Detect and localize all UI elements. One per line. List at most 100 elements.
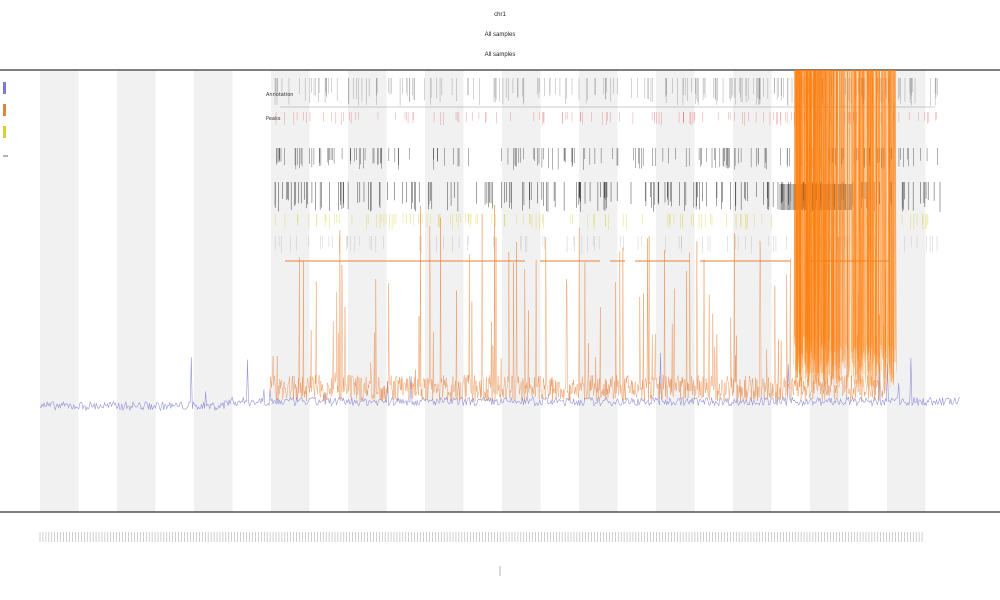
burst-stroke [873, 69, 875, 358]
series-bright-orange-burst [793, 69, 897, 389]
burst-stroke [823, 69, 826, 384]
burst-stroke [810, 69, 813, 386]
burst-stroke [823, 69, 827, 385]
burst-stroke [830, 69, 833, 348]
series-orange-line [269, 204, 887, 402]
burst-stroke [797, 69, 800, 367]
burst-stroke [827, 69, 830, 363]
burst-stroke [825, 69, 827, 350]
chart-title-line-2: All samples [485, 32, 516, 38]
burst-stroke [805, 69, 808, 336]
burst-stroke [865, 69, 868, 355]
burst-stroke [872, 69, 874, 386]
series-blue-path [39, 352, 961, 412]
burst-stroke [836, 69, 839, 388]
burst-stroke [803, 69, 805, 337]
burst-stroke [875, 69, 877, 353]
burst-stroke [820, 69, 823, 374]
burst-stroke [807, 69, 810, 338]
burst-stroke [849, 69, 852, 382]
burst-stroke [887, 69, 889, 345]
chart-title-line-3: All samples [485, 52, 516, 58]
burst-stroke [839, 69, 842, 363]
burst-stroke [826, 69, 828, 361]
burst-stroke [892, 69, 894, 379]
burst-stroke [795, 69, 798, 372]
burst-stroke [867, 69, 869, 352]
burst-stroke [885, 69, 888, 382]
burst-stroke [880, 69, 882, 371]
burst-stroke [841, 69, 844, 361]
burst-stroke [799, 69, 802, 352]
burst-stroke [801, 69, 803, 359]
burst-stroke [818, 69, 821, 336]
burst-stroke [871, 69, 873, 387]
burst-stroke [888, 69, 891, 362]
burst-stroke [864, 69, 867, 380]
burst-stroke [797, 69, 799, 377]
burst-stroke [822, 69, 824, 350]
burst-stroke [851, 69, 854, 382]
burst-stroke [859, 69, 862, 371]
burst-stroke [808, 69, 810, 338]
burst-stroke [836, 69, 839, 356]
burst-stroke [879, 69, 882, 350]
burst-stroke [893, 69, 895, 362]
burst-stroke [808, 69, 811, 363]
burst-stroke [868, 69, 871, 346]
burst-stroke [822, 69, 825, 360]
burst-stroke [839, 69, 842, 349]
burst-stroke [890, 69, 893, 375]
chart-title-line-1: chr1 [494, 12, 506, 18]
burst-stroke [796, 69, 798, 379]
legend-swatch [3, 126, 6, 138]
burst-stroke [797, 69, 800, 363]
burst-stroke [892, 69, 894, 379]
burst-stroke [818, 69, 820, 369]
burst-stroke [812, 69, 815, 350]
series-orange-path [269, 204, 887, 402]
burst-stroke [871, 69, 874, 366]
burst-stroke [826, 69, 828, 379]
burst-stroke [831, 69, 834, 381]
burst-stroke [806, 69, 809, 343]
burst-stroke [819, 69, 822, 341]
burst-stroke [866, 69, 869, 362]
burst-stroke [823, 69, 826, 380]
burst-stroke [817, 69, 819, 364]
burst-stroke [891, 69, 894, 352]
shaded-band [810, 70, 849, 512]
burst-stroke [833, 69, 835, 350]
burst-stroke [872, 69, 875, 388]
burst-stroke [875, 69, 878, 385]
burst-stroke [811, 69, 813, 348]
burst-stroke [807, 69, 810, 376]
burst-stroke [805, 69, 808, 347]
burst-stroke [806, 69, 809, 347]
burst-stroke [882, 69, 884, 348]
burst-stroke [806, 69, 808, 378]
burst-stroke [794, 69, 796, 346]
burst-stroke [830, 69, 832, 359]
burst-stroke [807, 69, 810, 382]
burst-stroke [814, 69, 817, 377]
burst-stroke [872, 69, 874, 363]
burst-stroke [851, 69, 854, 364]
burst-stroke [799, 69, 802, 382]
track-label-peaks: Peaks [266, 116, 281, 122]
burst-stroke [873, 69, 875, 363]
burst-stroke [831, 69, 833, 377]
burst-stroke [835, 69, 837, 352]
burst-stroke [815, 69, 818, 359]
burst-stroke [805, 69, 808, 341]
burst-stroke [862, 69, 865, 353]
burst-stroke [892, 69, 895, 384]
burst-stroke [843, 69, 845, 362]
burst-stroke [813, 69, 815, 360]
burst-stroke [859, 69, 861, 370]
burst-stroke [828, 69, 831, 361]
burst-stroke [815, 69, 818, 357]
burst-stroke [894, 69, 897, 372]
burst-stroke [811, 69, 814, 382]
burst-stroke [867, 69, 869, 355]
